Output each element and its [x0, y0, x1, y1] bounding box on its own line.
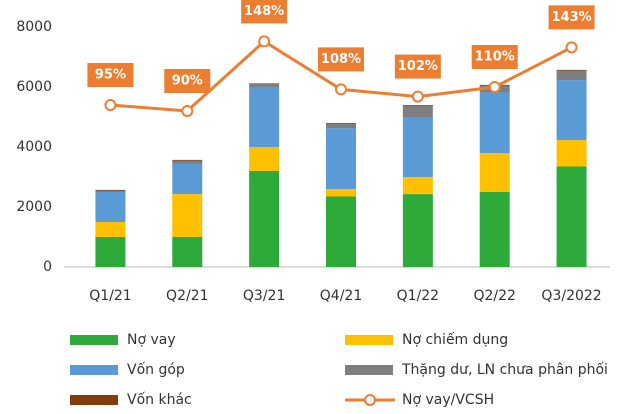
label-box [471, 45, 518, 69]
legend-swatch [70, 335, 118, 345]
line-marker [258, 35, 271, 48]
bar-segment [402, 117, 433, 177]
bar-segment [326, 123, 356, 124]
bar-segment [479, 192, 510, 267]
y-tick-label: 2000 [16, 199, 52, 215]
bar-segment [172, 194, 203, 237]
label-box [164, 69, 211, 93]
bar-segment [95, 237, 126, 267]
bar-segment [95, 190, 126, 192]
data-label: 95% [95, 68, 126, 83]
x-tick-label: Q4/21 [320, 288, 362, 304]
data-label: 108% [321, 52, 361, 67]
label-box [87, 63, 134, 87]
data-label: 143% [551, 10, 591, 25]
line-marker [104, 99, 117, 111]
line-marker [565, 41, 578, 54]
x-tick-label: Q3/2022 [541, 288, 601, 304]
x-tick-label: Q2/21 [166, 288, 208, 304]
bar-segment [249, 171, 280, 267]
y-tick-label: 4000 [16, 139, 52, 155]
bar-segment [556, 69, 587, 71]
legend-label: Thặng dư, LN chưa phân phối [401, 361, 608, 378]
legend-label: Nợ vay/VCSH [402, 392, 494, 408]
bar-segment [172, 160, 203, 164]
y-tick-label: 8000 [16, 19, 52, 35]
legend-swatch [70, 395, 118, 405]
bar-segment [95, 189, 126, 191]
y-tick-label: 0 [43, 259, 52, 275]
bar-segment [402, 177, 433, 195]
bar-segment [249, 84, 280, 87]
data-label: 102% [398, 59, 438, 74]
y-tick-label: 6000 [16, 79, 52, 95]
legend-label: Nợ vay [127, 332, 176, 348]
bar-segment [95, 192, 126, 222]
bar-segment [402, 105, 433, 106]
legend-label: Vốn góp [127, 361, 185, 378]
label-box [394, 54, 441, 79]
legend-swatch [345, 335, 393, 345]
bar-segment [249, 83, 280, 84]
bar-segment [249, 87, 280, 147]
bar-segment [556, 70, 587, 81]
bar-segment [556, 166, 587, 267]
label-box [548, 5, 595, 30]
label-box [318, 47, 364, 72]
data-label: 110% [475, 50, 515, 65]
x-tick-label: Q2/22 [473, 288, 515, 304]
bar-segment [326, 128, 356, 189]
x-tick-label: Q1/21 [89, 288, 131, 304]
line-marker [488, 81, 501, 93]
legend-swatch [70, 365, 118, 375]
bar-segment [479, 92, 510, 153]
bar-segment [402, 194, 433, 267]
bar-segment [556, 80, 587, 141]
bar-segment [172, 159, 203, 161]
legend-label: Nợ chiếm dụng [402, 331, 508, 348]
bar-segment [95, 222, 126, 237]
bar-segment [402, 105, 433, 118]
x-tick-label: Q3/21 [243, 288, 285, 304]
bar-segment [249, 147, 280, 171]
legend-swatch [345, 365, 393, 375]
data-label: 90% [172, 74, 203, 89]
bar-segment [556, 140, 587, 167]
label-box [241, 0, 288, 24]
bar-segment [326, 189, 356, 197]
line-marker [181, 105, 194, 117]
data-label: 148% [244, 4, 284, 19]
bar-segment [326, 196, 356, 267]
legend-swatch-marker [364, 394, 376, 406]
legend-label: Vốn khác [127, 391, 192, 408]
bar-segment [326, 123, 356, 129]
bar-segment [479, 153, 510, 192]
x-tick-label: Q1/22 [397, 288, 439, 304]
bar-segment [172, 237, 203, 267]
line-marker [335, 83, 347, 96]
line-marker [411, 90, 424, 103]
bar-segment [172, 163, 203, 195]
